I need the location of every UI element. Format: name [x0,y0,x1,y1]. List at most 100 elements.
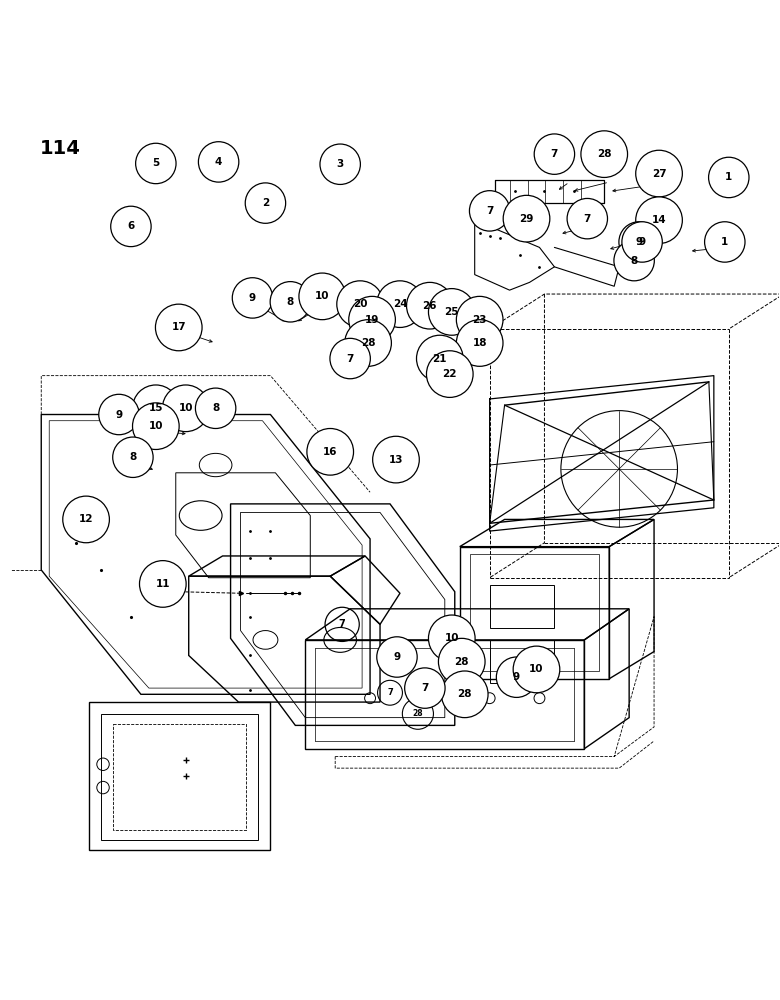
Circle shape [456,320,503,366]
Text: 19: 19 [365,315,379,325]
Circle shape [337,281,384,327]
Circle shape [405,668,445,708]
Text: 28: 28 [597,149,612,159]
Circle shape [133,403,179,449]
Text: 6: 6 [127,221,135,231]
Text: 23: 23 [473,315,487,325]
Text: 1: 1 [725,172,732,182]
Text: 114: 114 [41,139,81,158]
Text: 17: 17 [172,322,186,332]
Text: 9: 9 [636,237,643,247]
Circle shape [345,320,392,366]
Text: 1: 1 [722,237,729,247]
Text: 7: 7 [346,354,354,364]
Circle shape [427,351,473,397]
Circle shape [245,183,285,223]
Circle shape [140,561,186,607]
Circle shape [196,388,236,428]
Circle shape [99,394,139,435]
Circle shape [496,657,537,697]
Circle shape [704,222,745,262]
Circle shape [377,637,417,677]
Text: 7: 7 [583,214,591,224]
Text: 10: 10 [315,291,329,301]
Text: 10: 10 [529,664,544,674]
Circle shape [567,198,608,239]
Circle shape [708,157,749,198]
Text: 16: 16 [323,447,338,457]
Circle shape [417,335,463,382]
Circle shape [62,496,109,543]
Circle shape [406,282,453,329]
Text: 22: 22 [442,369,457,379]
Circle shape [307,428,353,475]
Text: 4: 4 [215,157,222,167]
Circle shape [162,385,209,432]
Text: 25: 25 [445,307,459,317]
Circle shape [441,671,488,718]
Text: 12: 12 [79,514,94,524]
Circle shape [299,273,346,320]
Circle shape [614,240,654,281]
Circle shape [198,142,239,182]
Circle shape [470,191,510,231]
Text: 13: 13 [388,455,403,465]
Text: 5: 5 [152,158,159,168]
Circle shape [456,296,503,343]
Circle shape [320,144,360,184]
Text: 7: 7 [387,688,393,697]
Circle shape [619,222,659,262]
Text: 9: 9 [249,293,256,303]
Circle shape [534,134,575,174]
Circle shape [270,282,310,322]
Circle shape [113,437,153,477]
Text: 10: 10 [148,421,163,431]
Text: 10: 10 [445,633,459,643]
Circle shape [373,436,420,483]
Circle shape [111,206,151,247]
Text: 29: 29 [519,214,534,224]
Text: 14: 14 [652,215,666,225]
Circle shape [513,646,560,693]
Circle shape [428,615,475,662]
Text: 28: 28 [458,689,472,699]
Circle shape [155,304,202,351]
Text: 10: 10 [179,403,193,413]
Circle shape [581,131,628,177]
Text: 11: 11 [155,579,170,589]
Circle shape [377,281,424,327]
Text: 8: 8 [129,452,136,462]
Text: 7: 7 [551,149,558,159]
Text: 20: 20 [353,299,367,309]
Text: 28: 28 [455,657,469,667]
Text: 9: 9 [639,237,646,247]
Circle shape [438,638,485,685]
Circle shape [349,296,395,343]
Circle shape [133,385,179,432]
Text: 21: 21 [433,354,447,364]
Circle shape [622,222,662,262]
Text: 8: 8 [287,297,294,307]
Text: 9: 9 [393,652,401,662]
Circle shape [232,278,273,318]
Text: 27: 27 [652,169,666,179]
Text: 28: 28 [361,338,375,348]
Circle shape [428,289,475,335]
Text: 2: 2 [262,198,269,208]
Text: 26: 26 [423,301,437,311]
Text: 7: 7 [486,206,493,216]
Text: 9: 9 [513,672,520,682]
Circle shape [636,150,682,197]
Text: 9: 9 [115,410,122,420]
Text: 8: 8 [212,403,219,413]
Text: 3: 3 [336,159,344,169]
Text: 28: 28 [413,709,424,718]
Circle shape [503,195,550,242]
Text: 8: 8 [630,256,638,266]
Text: 24: 24 [392,299,407,309]
Text: 7: 7 [421,683,428,693]
Circle shape [330,338,370,379]
Text: 7: 7 [339,619,346,629]
Text: 18: 18 [473,338,487,348]
Circle shape [136,143,176,184]
